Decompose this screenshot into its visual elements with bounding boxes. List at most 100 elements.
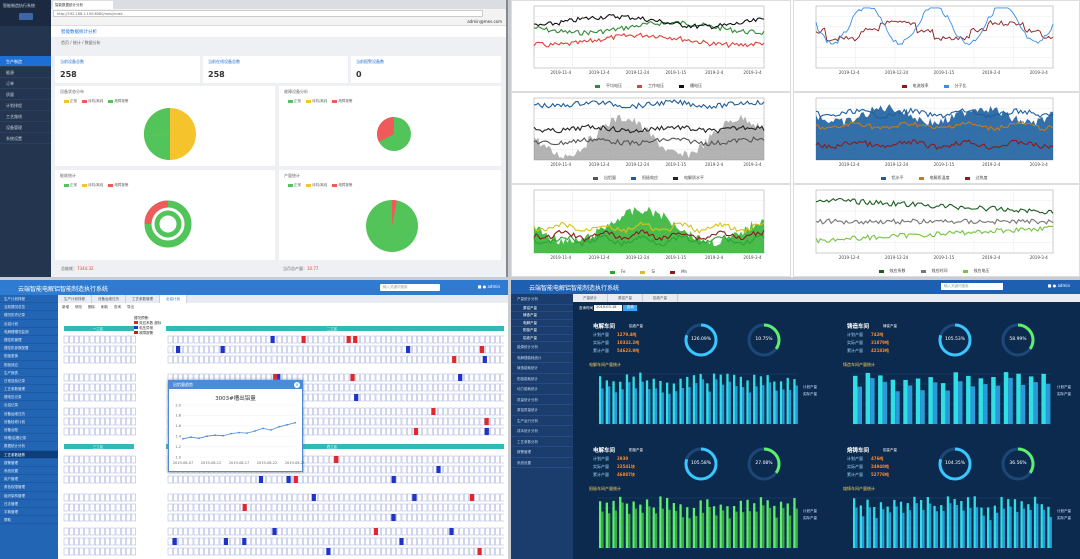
slot-cell[interactable] [313,383,318,392]
slot-cell[interactable] [126,527,131,536]
slot-cell[interactable] [464,393,469,402]
slot-cell[interactable] [459,475,464,484]
slot-cell[interactable] [459,493,464,502]
slot-cell[interactable] [500,407,506,416]
bar-plan[interactable] [962,510,965,549]
slot-cell[interactable] [235,345,240,354]
slot-cell[interactable] [464,383,469,392]
bar-actual[interactable] [1020,501,1023,548]
bar-actual[interactable] [672,503,675,548]
slot-cell[interactable] [329,345,334,354]
slot-cell[interactable] [360,503,365,512]
slot-cell[interactable] [417,427,422,436]
slot-cell[interactable] [323,527,329,536]
slot-cell[interactable] [344,417,350,426]
slot-cell[interactable] [271,503,277,512]
slot-cell[interactable] [313,475,318,484]
slot-cell[interactable] [308,345,313,354]
slot-cell[interactable] [323,427,329,436]
slot-cell[interactable] [100,373,105,382]
slot-cell[interactable] [256,537,261,546]
bar-plan[interactable] [902,512,905,548]
slot-cell[interactable] [188,345,194,354]
slot-cell[interactable] [386,393,391,402]
slot-cell[interactable] [500,503,506,512]
slot-cell[interactable] [209,537,214,546]
slot-cell[interactable] [219,513,225,522]
slot-cell[interactable] [89,355,95,364]
slot-cell[interactable] [79,335,84,344]
slot-cell[interactable] [443,537,448,546]
slot-cell[interactable] [370,355,376,364]
bar-actual[interactable] [753,374,756,424]
slot-cell[interactable] [256,493,261,502]
slot-cell[interactable] [438,373,443,382]
slot-cell[interactable] [381,475,386,484]
slot-cell[interactable] [479,373,485,382]
slot-cell[interactable] [266,503,272,512]
slot-cell[interactable] [277,547,282,556]
slot-cell[interactable] [282,503,287,512]
slot-cell[interactable] [131,455,136,464]
slot-cell[interactable] [422,475,428,484]
slot-cell[interactable] [271,493,277,502]
slot-cell[interactable] [121,407,126,416]
slot-cell[interactable] [344,503,350,512]
bar-actual[interactable] [639,372,642,424]
slot-cell[interactable] [459,417,464,426]
slot-cell[interactable] [74,345,79,354]
slot-cell[interactable] [287,547,292,556]
bar-plan[interactable] [970,386,976,424]
slot-cell[interactable] [308,537,313,546]
slot-cell[interactable] [334,335,339,344]
slot-cell[interactable] [126,503,131,512]
slot-cell[interactable] [349,455,355,464]
bar-plan[interactable] [882,381,888,424]
slot-cell[interactable] [199,335,204,344]
slot-cell[interactable] [277,537,282,546]
slot-marker[interactable] [484,418,489,425]
sidebar-item[interactable]: 报警管理 [511,447,573,458]
slot-cell[interactable] [381,417,386,426]
sidebar-item[interactable]: 槽控机参数配置 [0,344,58,353]
sidebar-item[interactable]: 角色权限管理 [0,483,58,492]
slot-cell[interactable] [438,527,443,536]
slot-cell[interactable] [349,407,355,416]
slot-cell[interactable] [438,493,443,502]
slot-cell[interactable] [230,475,235,484]
slot-cell[interactable] [427,417,433,426]
sidebar-item[interactable]: 设备运维日历 [0,410,58,418]
slot-cell[interactable] [297,493,303,502]
slot-cell[interactable] [251,537,256,546]
slot-cell[interactable] [308,465,313,474]
bar-plan[interactable] [908,510,912,548]
browser-tab[interactable]: 智能数据统计分析 [53,1,113,9]
slot-cell[interactable] [386,503,391,512]
slot-cell[interactable] [303,407,308,416]
bar-plan[interactable] [996,512,999,548]
slot-cell[interactable] [438,407,443,416]
slot-cell[interactable] [360,513,365,522]
sidebar-item[interactable]: 阳极更换 [0,352,58,361]
slot-cell[interactable] [417,455,422,464]
slot-cell[interactable] [214,355,220,364]
slot-cell[interactable] [381,427,386,436]
slot-cell[interactable] [386,547,391,556]
slot-cell[interactable] [438,547,443,556]
tab[interactable]: 原铝产量 [608,294,643,302]
slot-cell[interactable] [495,407,500,416]
slot-cell[interactable] [381,355,386,364]
slot-cell[interactable] [193,537,199,546]
sidebar-item[interactable]: 能源 [0,67,51,78]
slot-cell[interactable] [84,513,90,522]
slot-cell[interactable] [391,547,396,556]
slot-cell[interactable] [297,547,303,556]
bar-plan[interactable] [748,392,751,424]
slot-cell[interactable] [271,355,277,364]
bar-actual[interactable] [733,506,736,548]
slot-cell[interactable] [407,503,412,512]
slot-cell[interactable] [464,417,469,426]
slot-cell[interactable] [412,335,417,344]
slot-cell[interactable] [500,527,506,536]
bar-actual[interactable] [1047,506,1050,548]
